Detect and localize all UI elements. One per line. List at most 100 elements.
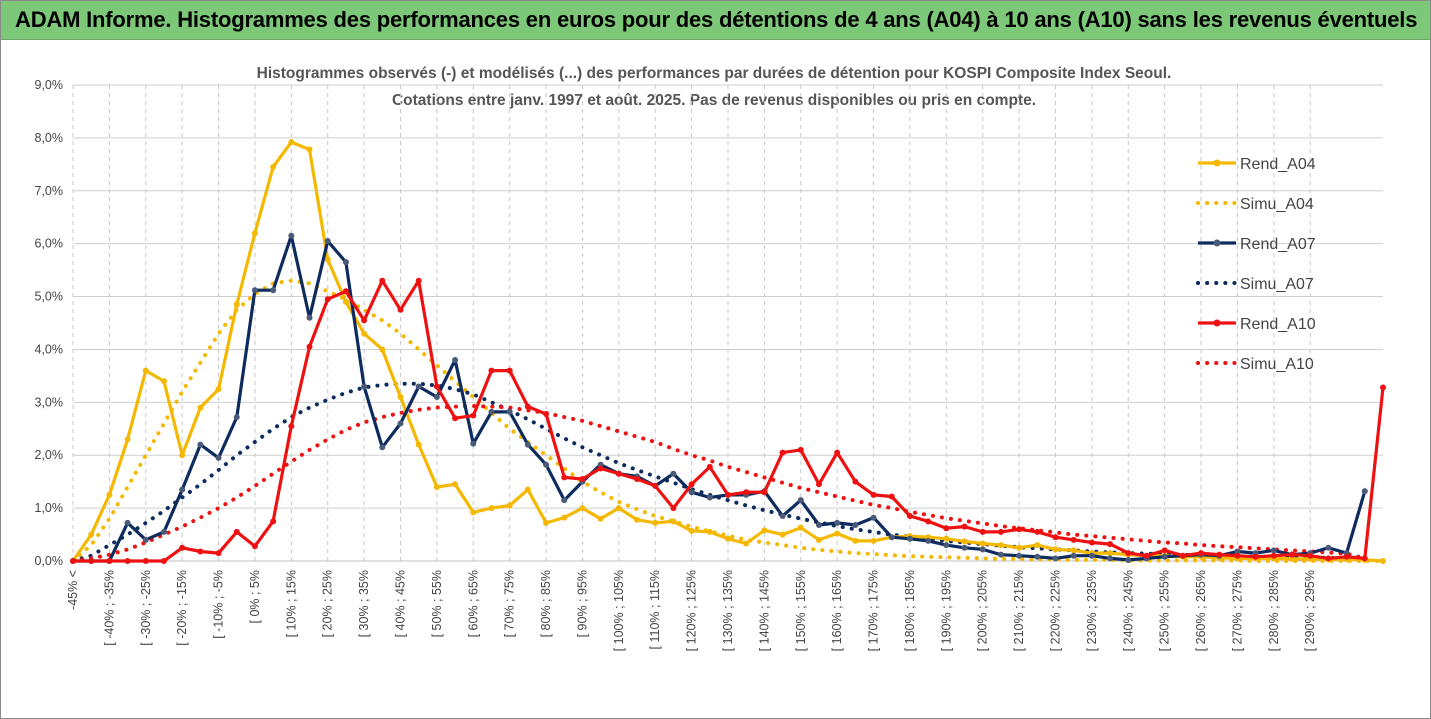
y-tick-label: 8,0%	[35, 131, 64, 145]
point-Rend_A10	[779, 449, 786, 456]
point-Rend_A04	[88, 531, 95, 538]
point-Rend_A07	[142, 536, 149, 543]
point-Rend_A07	[1234, 548, 1241, 555]
x-tick-label: [ 110% ; 115%	[648, 570, 662, 649]
chart-subtitle: Cotations entre janv. 1997 et août. 2025…	[392, 92, 1036, 109]
x-tick-label: [ -40% ; -35%	[102, 570, 116, 646]
point-Rend_A04	[543, 519, 550, 526]
point-Rend_A04	[761, 527, 768, 534]
x-tick-label: [ 160% ; 165%	[830, 570, 844, 651]
point-Rend_A10	[1143, 552, 1150, 559]
point-Rend_A04	[397, 394, 404, 401]
point-Rend_A04	[324, 256, 331, 263]
point-Rend_A10	[1380, 384, 1386, 391]
x-tick-label: [ -30% ; -25%	[139, 570, 153, 646]
point-Rend_A07	[1325, 544, 1332, 551]
point-Rend_A10	[597, 465, 604, 472]
x-tick-label: [ 230% ; 235%	[1085, 570, 1099, 651]
point-Rend_A10	[1125, 550, 1132, 557]
point-Rend_A04	[652, 519, 659, 526]
x-tick-label: [ 40% ; 45%	[394, 570, 408, 637]
legend-marker-Rend_A04	[1213, 159, 1221, 167]
point-Rend_A10	[1289, 551, 1296, 558]
point-Rend_A07	[160, 528, 167, 535]
point-Rend_A10	[906, 513, 913, 520]
point-Rend_A07	[1016, 552, 1023, 559]
point-Rend_A10	[361, 317, 368, 324]
point-Rend_A07	[288, 232, 295, 239]
x-tick-label: [ 250% ; 255%	[1158, 570, 1172, 651]
x-tick-label: [ 270% ; 275%	[1230, 570, 1244, 651]
point-Rend_A10	[870, 491, 877, 498]
point-Rend_A10	[852, 478, 859, 485]
point-Rend_A04	[124, 436, 131, 443]
point-Rend_A04	[270, 163, 277, 170]
point-Rend_A10	[397, 306, 404, 313]
series-line-Simu_A04	[71, 278, 1385, 563]
x-tick-label: [ 60% ; 65%	[466, 570, 480, 637]
point-Rend_A07	[397, 420, 404, 427]
legend-label-Rend_A07: Rend_A07	[1240, 236, 1316, 253]
point-Rend_A07	[415, 383, 422, 390]
point-Rend_A04	[1034, 542, 1041, 549]
point-Rend_A10	[888, 493, 895, 500]
point-Rend_A10	[1161, 547, 1168, 554]
point-Rend_A04	[852, 537, 859, 544]
series-line-Simu_A10	[71, 404, 1367, 563]
point-Rend_A04	[452, 481, 459, 488]
point-Rend_A04	[433, 483, 440, 490]
point-Rend_A10	[997, 528, 1004, 535]
point-Rend_A10	[215, 550, 222, 557]
point-Rend_A10	[160, 558, 167, 564]
point-Rend_A07	[1270, 547, 1277, 554]
point-Rend_A04	[615, 505, 622, 512]
point-Rend_A07	[524, 441, 531, 448]
point-Rend_A10	[1107, 541, 1114, 548]
point-Rend_A04	[361, 330, 368, 337]
point-Rend_A07	[452, 357, 459, 364]
legend-marker-Rend_A10	[1213, 319, 1221, 327]
point-Rend_A07	[179, 486, 186, 493]
point-Rend_A10	[1234, 552, 1241, 559]
x-tick-label: [ 140% ; 145%	[757, 570, 771, 651]
point-Rend_A04	[1380, 558, 1386, 564]
point-Rend_A10	[725, 491, 731, 498]
point-Rend_A10	[488, 367, 495, 374]
point-Rend_A07	[433, 394, 440, 401]
point-Rend_A10	[925, 518, 932, 525]
y-tick-label: 5,0%	[35, 290, 64, 304]
point-Rend_A10	[124, 558, 131, 564]
point-Rend_A10	[1270, 552, 1277, 559]
point-Rend_A10	[1034, 528, 1041, 535]
point-Rend_A07	[688, 489, 695, 496]
point-Rend_A10	[634, 476, 641, 483]
point-Rend_A07	[361, 383, 368, 390]
point-Rend_A10	[306, 343, 313, 350]
x-tick-label: [ 100% ; 105%	[612, 570, 626, 651]
x-tick-label: [ 170% ; 175%	[867, 570, 881, 651]
x-tick-label: [ 240% ; 245%	[1121, 570, 1135, 651]
y-tick-label: 4,0%	[35, 342, 64, 356]
point-Rend_A10	[524, 403, 531, 410]
point-Rend_A10	[834, 449, 841, 456]
point-Rend_A04	[179, 452, 186, 459]
point-Rend_A10	[1216, 551, 1223, 558]
point-Rend_A07	[506, 408, 513, 415]
point-Rend_A07	[852, 522, 859, 529]
point-Rend_A04	[688, 527, 695, 534]
point-Rend_A10	[506, 367, 513, 374]
point-Rend_A04	[961, 538, 968, 545]
point-Rend_A10	[961, 523, 968, 530]
point-Rend_A07	[979, 546, 986, 553]
point-Rend_A10	[815, 481, 822, 488]
point-Rend_A07	[1070, 552, 1077, 559]
point-Rend_A07	[888, 534, 895, 541]
x-tick-label: [ 120% ; 125%	[685, 570, 699, 651]
grid-lines	[72, 84, 1383, 562]
x-tick-label: [ -10% ; -5%	[212, 570, 226, 639]
point-Rend_A07	[1034, 553, 1041, 560]
point-Rend_A10	[1088, 539, 1095, 546]
point-Rend_A10	[379, 277, 386, 284]
point-Rend_A04	[488, 505, 495, 512]
